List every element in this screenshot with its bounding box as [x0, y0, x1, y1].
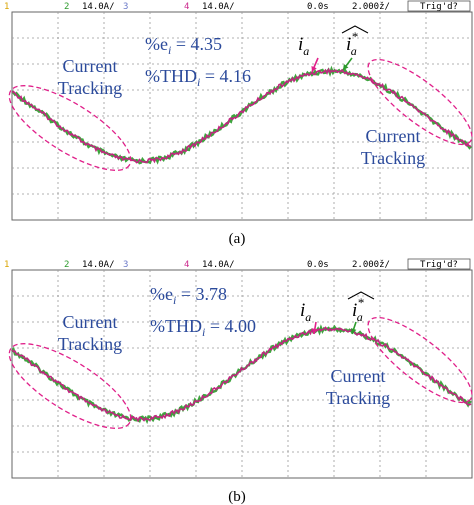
header-label: 0.0s [307, 260, 329, 270]
symbol: i [300, 300, 305, 321]
caption: (a) [229, 231, 246, 247]
measured-label: ia [300, 300, 311, 324]
tracking-ellipse [8, 85, 132, 171]
formula-name: %THD [150, 316, 202, 336]
formula-subscript: i [197, 75, 200, 89]
formula-subscript: i [168, 43, 171, 57]
arrow-head [312, 328, 318, 334]
arrow-head [311, 66, 317, 72]
tracking-ellipse [367, 316, 473, 404]
formula: %ei = 4.35 [145, 34, 222, 57]
trigger-box [407, 0, 471, 12]
tracking-ellipse [367, 58, 473, 146]
tracking-ellipse [8, 343, 132, 429]
subscript: a [351, 44, 357, 58]
header-label: 14.0A/ [202, 2, 235, 12]
reference-label: i* a [346, 29, 358, 58]
formula: %ei = 3.78 [150, 284, 227, 307]
superscript: * [357, 295, 364, 310]
hat [347, 291, 375, 300]
tracking-label: Current [63, 312, 118, 332]
header-label: 2 [64, 2, 69, 12]
formula: %THDi = 4.00 [150, 316, 256, 339]
formula-name: %e [145, 34, 168, 54]
header-label: 0.0s [307, 2, 329, 12]
formula-value: = 4.16 [200, 66, 251, 86]
subscript: a [357, 310, 363, 324]
formula-subscript: i [173, 293, 176, 307]
tracking-label: Current [331, 366, 386, 386]
header-label: 3 [123, 2, 128, 12]
tracking-label: Tracking [58, 78, 122, 98]
header-label: 4 [184, 2, 189, 12]
trigger-box [407, 258, 471, 270]
hat [341, 25, 369, 34]
caption: (b) [228, 489, 246, 505]
measured-trace [11, 326, 472, 423]
tracking-label: Current [366, 126, 421, 146]
symbol: i [298, 34, 303, 55]
tracking-label: Tracking [361, 148, 425, 168]
header-label: 2.000ž/ [352, 260, 390, 270]
symbol: i [352, 300, 357, 321]
header-label: 14.0A/ [82, 260, 115, 270]
formula-value: = 4.35 [171, 34, 222, 54]
tracking-label: Tracking [58, 334, 122, 354]
panel: 1 2 14.0A/3 4 14.0A/0.0s 2.000ž/Trig'd?%ei = … [4, 258, 473, 505]
formula: %THDi = 4.16 [145, 66, 251, 89]
subscript: a [305, 310, 311, 324]
tracking-label: Tracking [326, 388, 390, 408]
header-label: 2 [64, 260, 69, 270]
arrow-head [350, 328, 357, 334]
header-label: 4 [184, 260, 189, 270]
formula-name: %e [150, 284, 173, 304]
subscript: a [303, 44, 309, 58]
trigger-label: Trig'd? [420, 260, 458, 270]
arrow-head [343, 64, 349, 70]
reference-label: i* a [352, 295, 364, 324]
panel: 1 2 14.0A/3 4 14.0A/0.0s 2.000ž/Trig'd?%ei = … [4, 0, 473, 247]
measured-trace [11, 67, 472, 164]
header-label: 2.000ž/ [352, 2, 390, 12]
symbol: i [346, 34, 351, 55]
formula-name: %THD [145, 66, 197, 86]
formula-value: = 4.00 [205, 316, 256, 336]
header-label: 1 [4, 2, 9, 12]
header-label: 14.0A/ [202, 260, 235, 270]
formula-value: = 3.78 [176, 284, 227, 304]
formula-subscript: i [202, 325, 205, 339]
measured-label: ia [298, 34, 309, 58]
header-label: 3 [123, 260, 128, 270]
tracking-label: Current [63, 56, 118, 76]
header-label: 1 [4, 260, 9, 270]
trigger-label: Trig'd? [420, 2, 458, 12]
superscript: * [351, 29, 358, 44]
header-label: 14.0A/ [82, 2, 115, 12]
